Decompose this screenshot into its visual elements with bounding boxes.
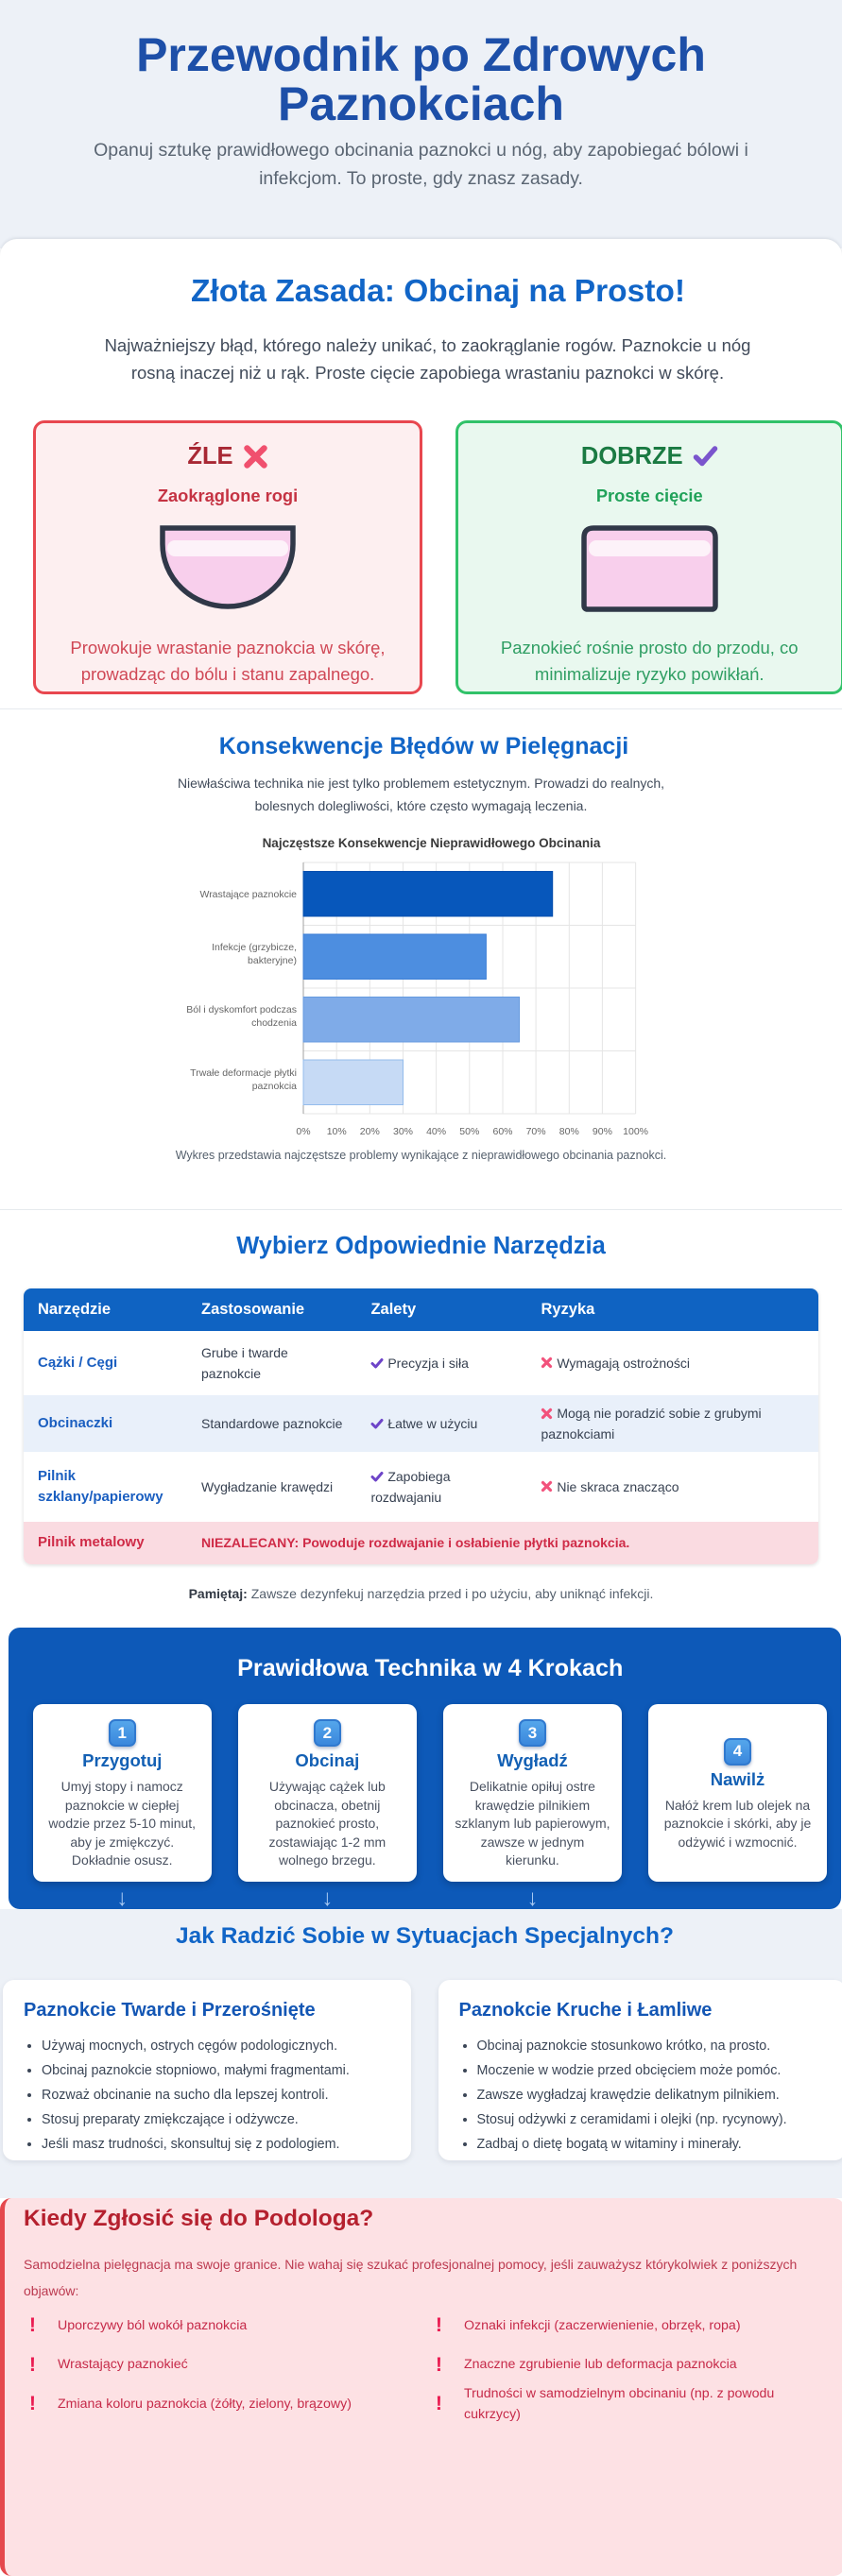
svg-text:70%: 70% — [526, 1126, 546, 1137]
svg-text:Infekcje (grzybicze,: Infekcje (grzybicze, — [212, 942, 297, 953]
svg-text:10%: 10% — [327, 1126, 347, 1137]
svg-text:50%: 50% — [459, 1126, 479, 1137]
svg-text:bakteryjne): bakteryjne) — [248, 955, 297, 966]
svg-text:100%: 100% — [623, 1126, 648, 1137]
svg-text:Wrastające paznokcie: Wrastające paznokcie — [199, 889, 297, 900]
svg-text:paznokcia: paznokcia — [252, 1081, 297, 1092]
svg-text:chodzenia: chodzenia — [251, 1017, 297, 1029]
svg-text:0%: 0% — [296, 1126, 310, 1137]
svg-text:20%: 20% — [360, 1126, 380, 1137]
svg-text:Trwałe deformacje płytki: Trwałe deformacje płytki — [190, 1067, 297, 1079]
svg-text:90%: 90% — [593, 1126, 612, 1137]
svg-text:40%: 40% — [426, 1126, 446, 1137]
svg-text:60%: 60% — [492, 1126, 512, 1137]
svg-text:30%: 30% — [393, 1126, 413, 1137]
svg-text:Ból i dyskomfort podczas: Ból i dyskomfort podczas — [186, 1004, 297, 1015]
svg-text:80%: 80% — [559, 1126, 579, 1137]
